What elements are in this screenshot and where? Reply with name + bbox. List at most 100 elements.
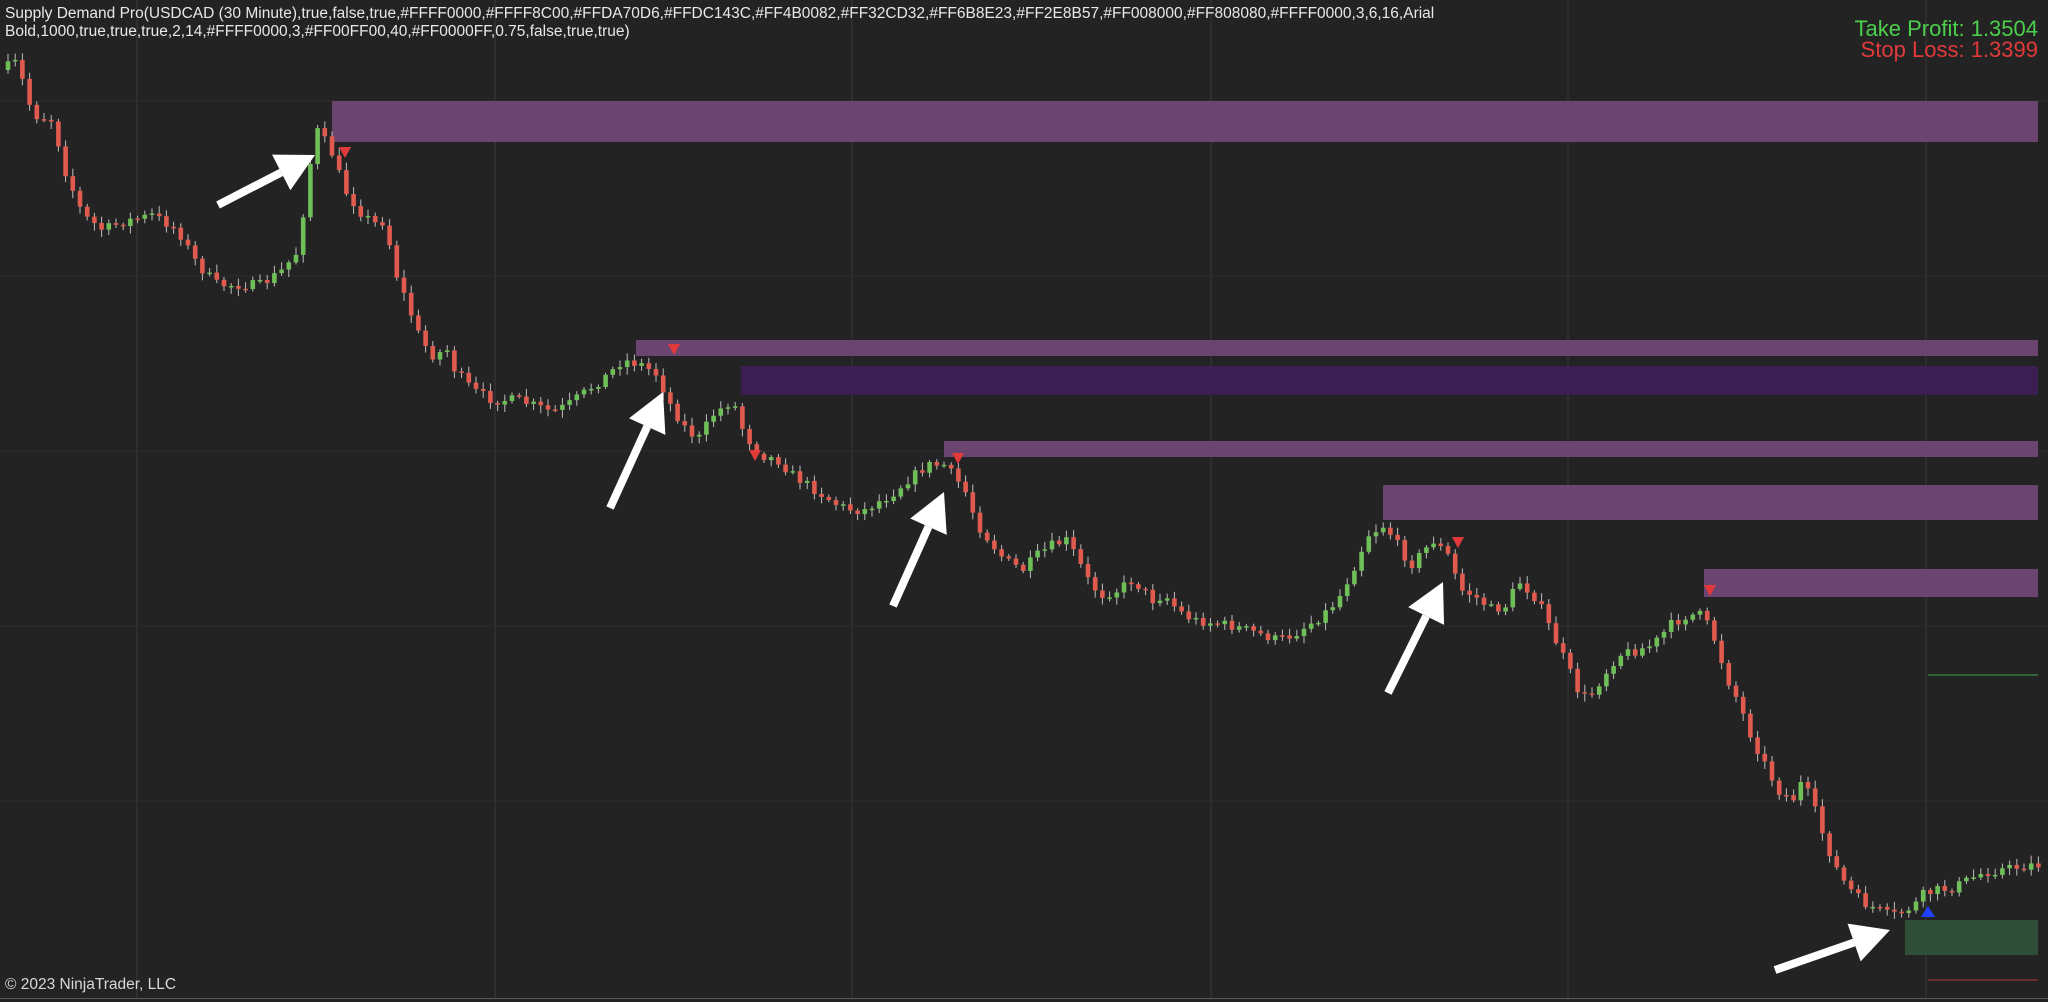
- arrow-pointer-icon: [1773, 923, 1890, 974]
- bullish-candle: [876, 501, 882, 509]
- bullish-candle: [1193, 617, 1199, 620]
- arrow-shaft: [1773, 938, 1856, 974]
- bullish-candle: [1503, 607, 1508, 612]
- bearish-candle: [1128, 582, 1134, 585]
- bullish-candle: [2007, 864, 2012, 869]
- bearish-candle: [423, 330, 428, 346]
- bearish-candle: [1092, 577, 1098, 591]
- bearish-candle: [2014, 864, 2020, 869]
- bearish-candle: [970, 492, 976, 513]
- bullish-candle: [1978, 874, 1984, 878]
- supply-zone: [944, 441, 2038, 457]
- bearish-candle: [1395, 534, 1400, 540]
- bearish-candle: [552, 409, 558, 412]
- bearish-candle: [1704, 610, 1710, 621]
- arrow-pointer-icon: [1384, 582, 1445, 695]
- bearish-candle: [1776, 780, 1782, 795]
- bullish-candle: [1121, 582, 1127, 593]
- bullish-candle: [293, 254, 299, 263]
- bearish-candle: [754, 444, 760, 454]
- bearish-candle: [1949, 890, 1955, 893]
- bearish-candle: [358, 206, 364, 217]
- bearish-candle: [1784, 794, 1789, 797]
- bearish-candle: [473, 382, 479, 389]
- bearish-candle: [516, 395, 522, 397]
- bearish-candle: [56, 121, 61, 147]
- bearish-candle: [34, 104, 40, 120]
- arrow-shaft: [216, 168, 284, 209]
- triangle-down-icon: [952, 453, 964, 464]
- bearish-candle: [1085, 563, 1091, 578]
- arrow-head: [910, 492, 947, 535]
- bearish-candle: [495, 402, 500, 405]
- arrow-shaft: [889, 525, 933, 608]
- bearish-candle: [48, 119, 54, 122]
- bullish-candle: [725, 407, 731, 409]
- bullish-candle: [574, 394, 580, 401]
- bullish-candle: [696, 434, 702, 437]
- bullish-candle: [588, 388, 594, 391]
- bearish-candle: [401, 277, 407, 293]
- bearish-candle: [761, 453, 767, 461]
- bullish-candle: [1920, 889, 1926, 902]
- bullish-candle: [1683, 619, 1688, 625]
- bearish-candle: [488, 390, 493, 403]
- bullish-candle: [567, 400, 572, 405]
- bullish-candle: [1906, 910, 1912, 913]
- bearish-candle: [92, 216, 97, 223]
- bullish-candle: [1208, 623, 1213, 626]
- bearish-candle: [452, 350, 457, 372]
- bullish-candle: [1164, 598, 1170, 601]
- bearish-candle: [236, 285, 241, 289]
- arrow-pointer-icon: [216, 154, 315, 209]
- bullish-candle: [1992, 874, 1998, 877]
- bullish-candle: [308, 163, 313, 218]
- bearish-candle: [221, 279, 227, 287]
- bullish-candle: [581, 389, 587, 395]
- bearish-candle: [1136, 584, 1141, 589]
- bullish-candle: [228, 285, 234, 288]
- bearish-candle: [1985, 874, 1991, 877]
- bearish-candle: [1524, 583, 1530, 593]
- bearish-candle: [812, 480, 817, 494]
- bullish-candle: [315, 128, 320, 164]
- bullish-candle: [1510, 588, 1516, 608]
- bullish-candle: [2000, 868, 2005, 875]
- bearish-candle: [934, 461, 940, 466]
- bearish-candle: [1827, 833, 1832, 857]
- bullish-candle: [1913, 901, 1919, 911]
- bearish-candle: [1532, 592, 1537, 602]
- bearish-candle: [1805, 781, 1811, 789]
- bullish-candle: [1661, 631, 1667, 638]
- bearish-candle: [740, 406, 745, 429]
- bullish-candle: [531, 401, 536, 404]
- triangle-down-icon: [749, 450, 761, 461]
- bullish-candle: [1294, 636, 1300, 639]
- bullish-candle: [927, 461, 932, 473]
- bearish-candle: [264, 280, 270, 284]
- bearish-candle: [1215, 623, 1220, 625]
- bearish-candle: [1388, 527, 1393, 535]
- bearish-candle: [1892, 909, 1897, 912]
- bullish-candle: [898, 488, 904, 497]
- signal-markers: [339, 147, 1935, 917]
- bearish-candle: [1496, 604, 1501, 612]
- bearish-candle: [1863, 893, 1868, 908]
- bearish-candle: [819, 493, 824, 497]
- bearish-candle: [171, 226, 176, 229]
- bearish-candle: [1676, 619, 1681, 625]
- bearish-candle: [1848, 880, 1854, 890]
- bearish-candle: [214, 272, 220, 280]
- bullish-candle: [1035, 550, 1040, 558]
- bullish-candle: [1330, 607, 1336, 611]
- bearish-candle: [322, 128, 328, 137]
- bearish-candle: [243, 288, 248, 291]
- bearish-candle: [408, 292, 414, 316]
- arrow-head: [1408, 582, 1445, 625]
- bullish-candle: [1647, 646, 1652, 649]
- arrow-head: [272, 154, 315, 191]
- bearish-candle: [430, 345, 436, 360]
- bearish-candle: [1748, 713, 1753, 738]
